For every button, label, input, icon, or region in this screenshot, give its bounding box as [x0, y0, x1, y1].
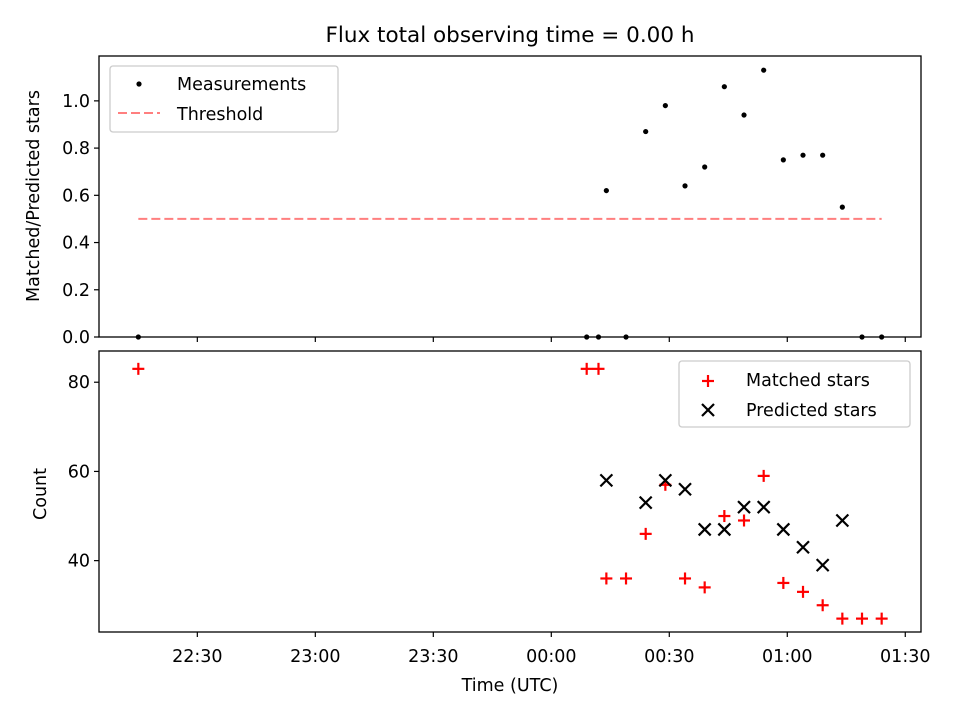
- predicted-star-point: [599, 473, 614, 488]
- measurements-legend: Measurements Threshold: [109, 65, 339, 133]
- predicted-star-point: [776, 522, 791, 537]
- matched-star-point: [856, 612, 869, 625]
- counts-legend-box: [678, 360, 911, 428]
- measurements-x-axis: [196, 337, 906, 342]
- y-tick-label: 0.6: [62, 186, 90, 206]
- x-stroke: [638, 495, 653, 510]
- x-stroke: [835, 513, 850, 528]
- matched-star-point: [718, 510, 731, 523]
- matched-star-point: [797, 585, 810, 598]
- measurement-point: [603, 187, 609, 194]
- matched-star-point: [132, 362, 145, 375]
- matched-star-point: [620, 572, 633, 585]
- counts-panel: 40 60 80 22:30 23:00 23:30 00:00 00:30 01:00 01:…: [31, 350, 930, 696]
- measurement-point: [780, 157, 786, 163]
- x-stroke: [697, 522, 712, 537]
- x-tick-label: 23:30: [408, 647, 458, 667]
- matched-star-point: [816, 599, 829, 612]
- x-stroke: [796, 540, 810, 555]
- legend-matched-label: Matched stars: [746, 371, 870, 391]
- measurement-point: [595, 334, 602, 340]
- y-tick-label: 0.2: [62, 281, 90, 301]
- matched-star-point: [639, 527, 652, 540]
- legend-predicted-label: Predicted stars: [746, 401, 877, 421]
- x-stroke: [737, 500, 751, 514]
- y-tick-label: 0.4: [62, 234, 90, 254]
- predicted-star-point: [717, 522, 732, 537]
- y-tick-label: 0.8: [62, 139, 90, 159]
- counts-y-axis-label: Count: [31, 468, 51, 520]
- x-tick-label: 00:30: [644, 647, 694, 667]
- x-tick-label: 00:00: [526, 647, 576, 667]
- measurement-point: [643, 128, 649, 135]
- legend-measurements-marker: [136, 81, 142, 87]
- legend-matched-marker: [702, 375, 714, 387]
- x-axis-label: Time (UTC): [461, 676, 559, 696]
- x-stroke: [776, 522, 791, 537]
- measurement-point: [721, 84, 727, 90]
- matched-star-point: [580, 362, 593, 375]
- legend-measurements-label: Measurements: [177, 75, 306, 95]
- x-stroke: [815, 558, 830, 572]
- measurement-point: [662, 102, 668, 109]
- y-tick-label: 40: [68, 552, 90, 572]
- chart-title: Flux total observing time = 0.00 h: [326, 23, 695, 48]
- x-stroke: [599, 473, 614, 488]
- measurement-point: [859, 334, 865, 340]
- measurement-point: [820, 152, 826, 158]
- matched-star-point: [698, 581, 711, 594]
- measurement-point: [702, 164, 708, 170]
- measurement-point: [682, 183, 688, 189]
- measurements-panel: 0.0 0.2 0.4 0.6 0.8 1.0 Matched/Predicted sta…: [24, 55, 922, 348]
- matched-star-point: [600, 572, 613, 585]
- predicted-star-point: [756, 500, 771, 514]
- y-tick-label: 0.0: [62, 328, 90, 348]
- matched-star-point: [836, 612, 849, 625]
- counts-marks: [132, 362, 888, 625]
- y-tick-label: 60: [68, 462, 90, 482]
- legend-predicted-marker: [701, 403, 715, 417]
- x-tick-label: 01:00: [762, 647, 812, 667]
- x-stroke: [717, 522, 732, 537]
- predicted-star-point: [678, 482, 692, 497]
- measurement-point: [135, 334, 141, 340]
- predicted-star-point: [815, 558, 830, 572]
- x-stroke: [678, 482, 692, 497]
- predicted-star-point: [796, 540, 810, 555]
- measurement-point: [839, 204, 845, 210]
- measurement-point: [584, 334, 590, 340]
- y-tick-label: 1.0: [62, 92, 90, 112]
- measurement-point: [800, 152, 806, 158]
- predicted-star-point: [737, 500, 751, 514]
- measurement-point: [741, 112, 747, 118]
- measurements-y-axis-label: Matched/Predicted stars: [24, 90, 44, 302]
- predicted-star-point: [835, 513, 850, 528]
- measurement-point: [761, 67, 767, 73]
- measurements-marks: [135, 67, 885, 340]
- predicted-star-point: [658, 473, 673, 488]
- matched-star-point: [738, 514, 751, 527]
- counts-x-axis: 22:30 23:00 23:30 00:00 00:30 01:00 01:30: [172, 632, 930, 667]
- matched-star-point: [679, 572, 692, 585]
- x-stroke: [756, 500, 771, 514]
- matched-star-point: [777, 576, 790, 589]
- counts-y-axis: 40 60 80: [68, 373, 99, 572]
- measurements-legend-box: [109, 65, 339, 133]
- measurement-point: [623, 334, 629, 340]
- predicted-star-point: [638, 495, 653, 510]
- measurements-y-axis: 0.0 0.2 0.4 0.6 0.8 1.0: [62, 92, 99, 348]
- legend-threshold-label: Threshold: [176, 105, 263, 125]
- x-tick-label: 23:00: [290, 647, 340, 667]
- matched-star-point: [757, 469, 770, 482]
- measurement-point: [879, 334, 885, 340]
- x-tick-label: 22:30: [172, 647, 222, 667]
- x-tick-label: 01:30: [880, 647, 930, 667]
- x-stroke: [658, 473, 673, 488]
- counts-legend: Matched stars Predicted stars: [678, 360, 911, 428]
- y-tick-label: 80: [68, 373, 90, 393]
- matched-star-point: [592, 362, 605, 375]
- predicted-star-point: [697, 522, 712, 537]
- matched-star-point: [875, 612, 888, 625]
